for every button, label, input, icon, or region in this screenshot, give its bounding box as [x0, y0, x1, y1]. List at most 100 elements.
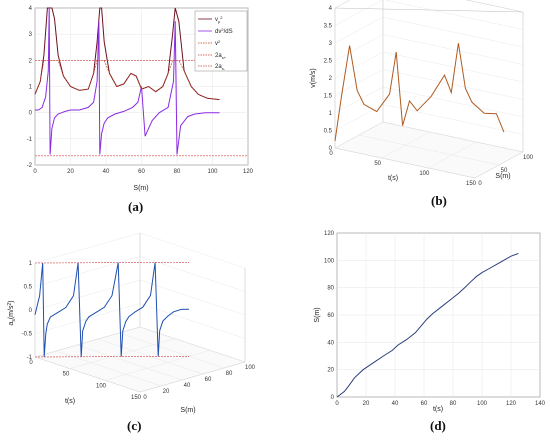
grid-line-v [34, 232, 141, 264]
y-tick-label: -2 [27, 163, 33, 169]
x-tick-label: 60 [138, 169, 145, 175]
chart-a-x-ticks: 0 20 40 60 80 100 120 [33, 169, 253, 175]
grid-line-v [382, 16, 524, 48]
x-tick-label: 60 [421, 401, 428, 407]
y-tick-label: 40 [327, 340, 334, 346]
caption-a: (a) [128, 199, 144, 214]
v-tick-label: 2 [329, 76, 333, 82]
caption-b: (b) [431, 193, 447, 208]
grid-line-t [139, 361, 246, 393]
s-tick-label: 100 [245, 365, 256, 371]
x-tick-label: 80 [174, 169, 181, 175]
v-tick-label: 4 [329, 6, 333, 12]
grid-line-v [382, 51, 524, 83]
chart-d-x-ticks: 0 20 40 60 80 100 120 140 [335, 401, 545, 407]
v-tick-label: 0.5 [24, 285, 33, 291]
v-tick-label: 3.5 [324, 24, 333, 30]
t-tick-label: 100 [419, 171, 430, 177]
series-line-a-s-upper-bound [34, 262, 190, 264]
y-tick-label: 20 [327, 368, 334, 374]
grid-line-v [334, 0, 351, 9]
t-tick-label: 150 [466, 181, 477, 187]
x-tick-label: 0 [33, 169, 37, 175]
x-tick-label: 100 [477, 401, 488, 407]
chart-c-3d-box [34, 233, 246, 393]
chart-d-y-ticks: 0 20 40 60 80 100 120 [324, 231, 335, 401]
legend-a-dv2: dv2/dS [215, 27, 233, 35]
y-tick-label: 120 [324, 231, 335, 237]
y-tick-label: 100 [324, 258, 335, 264]
grid-line-s [34, 356, 141, 393]
y-tick-label: 60 [327, 313, 334, 319]
y-tick-label: 0 [29, 111, 33, 117]
s-tick-label: 100 [523, 155, 534, 161]
grid-line-s [118, 332, 225, 369]
series-line-s [336, 253, 519, 398]
v-tick-label: 0.5 [324, 129, 333, 135]
x-tick-label: 20 [363, 401, 370, 407]
t-tick-label: 0 [329, 151, 333, 157]
series-line-a-s [34, 262, 190, 358]
chart-a-y-ticks: -2 -1 0 1 2 3 4 [27, 6, 33, 169]
chart-a-grid [34, 7, 249, 166]
s-tick-label: 50 [501, 168, 508, 174]
chart-c-x-label: t(s) [65, 398, 75, 405]
t-tick-label: 150 [131, 395, 142, 401]
grid-line-v [382, 34, 524, 65]
grid-line-s [76, 344, 183, 381]
v-tick-label: 3 [329, 41, 333, 47]
y-tick-label: 3 [29, 32, 33, 38]
grid-line-v [34, 279, 141, 311]
s-tick-label: 40 [184, 383, 191, 389]
grid-line-s [382, 121, 524, 153]
grid-line-v [139, 303, 246, 339]
y-tick-label: 80 [327, 286, 334, 292]
grid-line-s [358, 134, 500, 166]
grid-line-v [334, 51, 384, 79]
grid-line-s [55, 350, 162, 387]
grid-line-s [334, 147, 476, 179]
y-tick-label: 1 [29, 85, 33, 91]
chart-c-y-label: as(m/s2) [7, 300, 17, 325]
grid-line-v [334, 69, 384, 96]
legend-a-2as-plus: 2as+ [215, 53, 227, 60]
legend-a-v2: v2 [215, 39, 221, 47]
grid-line-v [34, 256, 141, 287]
chart-c-series [34, 262, 190, 358]
v-tick-label: 1 [329, 111, 333, 117]
x-tick-label: 40 [392, 401, 399, 407]
caption-c: (c) [127, 418, 142, 433]
v-tick-label: -0.5 [22, 332, 33, 338]
s-tick-label: 0 [478, 181, 482, 187]
s-tick-label: 80 [226, 371, 233, 377]
chart-a-legend: vp2 dv2/dS v2 2as+ 2as- [194, 10, 248, 72]
x-tick-label: 0 [335, 401, 339, 407]
grid-line-v [334, 34, 384, 61]
chart-b-series [334, 43, 505, 142]
chart-a: 0 20 40 60 80 100 120 -2 -1 0 1 2 3 4 S(m) vp2 dv2/d… [27, 6, 254, 192]
grid-line-v [334, 16, 384, 44]
chart-d-y-label: S(m) [314, 307, 321, 322]
legend-a-2as-minus: 2as- [215, 64, 226, 71]
series-line-a-s-lower-bound [34, 356, 190, 358]
t-tick-label: 0 [29, 360, 33, 366]
grid-line-v [382, 86, 524, 118]
chart-a-x-label: S(m) [133, 185, 148, 192]
grid-line-v [139, 256, 246, 292]
grid-line-v [382, 69, 524, 100]
chart-b-y-label: v(m/s) [310, 68, 317, 87]
x-tick-label: 120 [506, 401, 517, 407]
v-tick-label: 0 [329, 146, 333, 152]
v-tick-label: 1.5 [324, 94, 333, 100]
series-line-v [334, 43, 505, 142]
chart-c-z-label: S(m) [180, 407, 195, 414]
chart-d-series [336, 253, 519, 398]
x-tick-label: 120 [243, 169, 254, 175]
x-tick-label: 40 [103, 169, 110, 175]
grid-line-v [139, 279, 246, 316]
chart-b-x-label: t(s) [388, 175, 398, 182]
